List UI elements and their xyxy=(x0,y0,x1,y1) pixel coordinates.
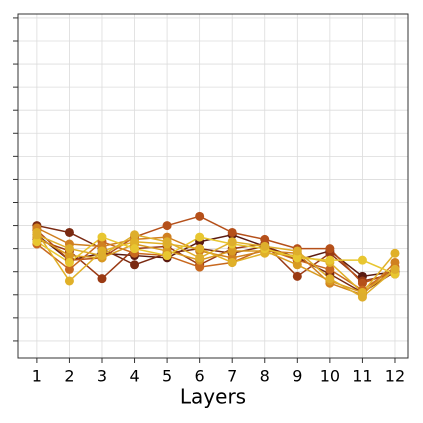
x-axis-label: Layers xyxy=(180,385,246,409)
data-point xyxy=(227,227,237,237)
x-tick-label: 11 xyxy=(352,367,372,386)
data-point xyxy=(64,227,74,237)
data-point xyxy=(227,237,237,247)
data-point xyxy=(357,292,367,302)
x-tick-label: 5 xyxy=(162,367,172,386)
series-line xyxy=(36,233,396,299)
data-point xyxy=(325,264,335,274)
series-line xyxy=(36,232,396,294)
x-tick-label: 1 xyxy=(32,367,42,386)
data-point xyxy=(97,251,107,261)
data-point xyxy=(357,278,367,288)
data-point xyxy=(325,244,335,254)
x-tick-label: 8 xyxy=(260,367,270,386)
x-tick-label: 7 xyxy=(227,367,237,386)
data-point xyxy=(130,260,140,270)
plot-frame xyxy=(17,13,409,359)
data-point xyxy=(292,246,302,256)
data-point xyxy=(32,230,42,240)
data-point xyxy=(64,251,74,261)
data-point xyxy=(292,271,302,281)
data-point xyxy=(260,241,270,251)
data-point xyxy=(64,276,74,286)
data-point xyxy=(195,253,205,263)
data-point xyxy=(162,237,172,247)
data-point xyxy=(195,211,205,221)
data-point xyxy=(64,244,74,254)
data-point xyxy=(292,260,302,270)
data-point xyxy=(357,255,367,265)
data-point xyxy=(32,237,42,247)
series-line xyxy=(36,227,396,296)
data-point xyxy=(195,244,205,254)
data-point xyxy=(292,253,302,263)
data-point xyxy=(130,237,140,247)
series-line xyxy=(36,215,396,285)
data-point xyxy=(162,251,172,261)
x-tick-label: 10 xyxy=(320,367,340,386)
data-point xyxy=(130,244,140,254)
x-tick-label: 3 xyxy=(97,367,107,386)
data-point xyxy=(64,257,74,267)
series-line xyxy=(36,238,396,282)
x-tick-label: 2 xyxy=(64,367,74,386)
x-tick-label: 9 xyxy=(292,367,302,386)
data-point xyxy=(390,264,400,274)
data-point xyxy=(260,234,270,244)
data-point xyxy=(227,246,237,256)
data-point xyxy=(325,274,335,284)
data-point xyxy=(390,257,400,267)
data-point xyxy=(130,230,140,240)
data-point xyxy=(325,255,335,265)
data-point xyxy=(195,262,205,272)
x-tick-label: 12 xyxy=(385,367,405,386)
data-point xyxy=(227,257,237,267)
data-point xyxy=(162,221,172,231)
x-tick-label: 4 xyxy=(129,367,139,386)
data-point xyxy=(97,274,107,284)
data-point xyxy=(97,232,107,242)
data-point xyxy=(195,232,205,242)
data-point xyxy=(64,264,74,274)
series-line xyxy=(36,236,396,275)
data-point xyxy=(390,248,400,258)
x-tick-label: 6 xyxy=(195,367,205,386)
